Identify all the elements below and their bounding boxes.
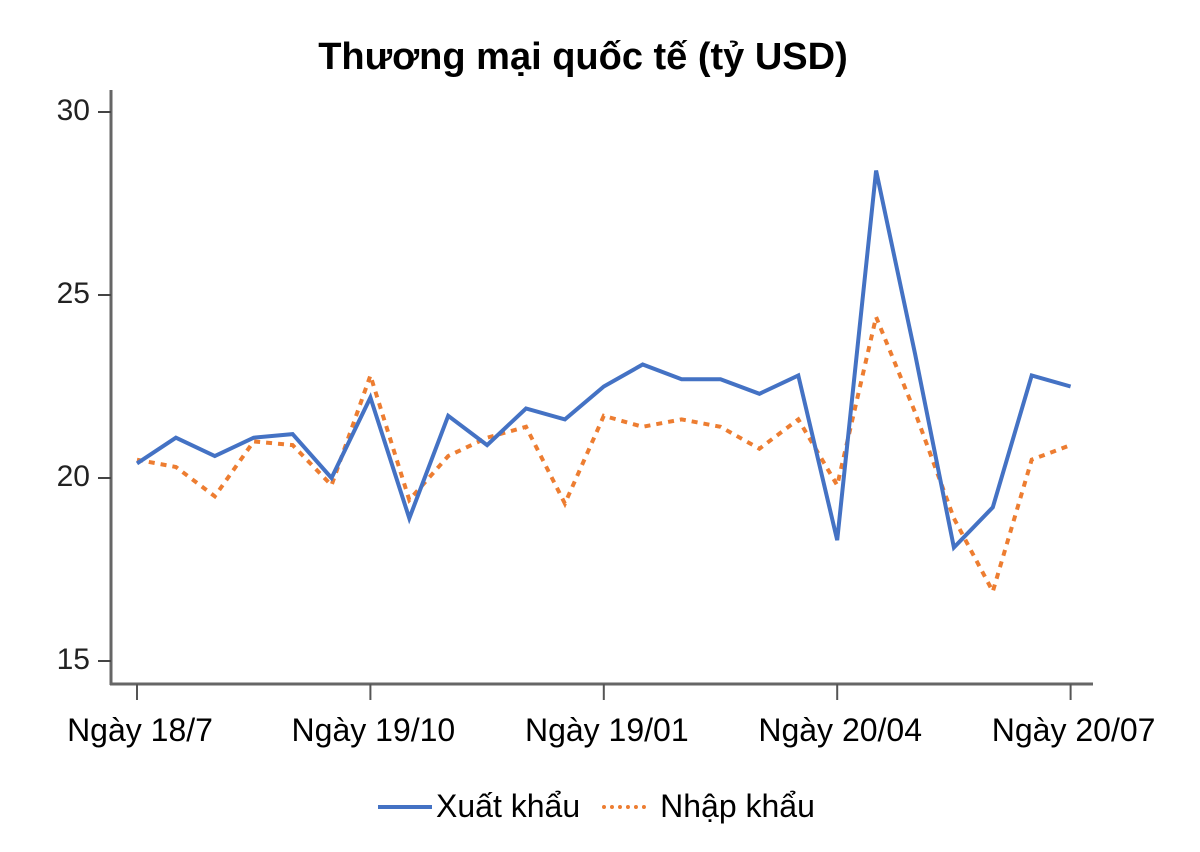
x-tick-label: Ngày 19/01 <box>524 712 689 748</box>
legend-item-xuat-khau: Xuất khẩu <box>378 788 580 825</box>
legend-item-nhap-khau: Nhập khẩu <box>602 788 815 825</box>
y-tick-label: 15 <box>56 643 90 676</box>
legend-label: Xuất khẩu <box>436 788 581 824</box>
axes <box>98 90 1093 700</box>
y-tick-label: 30 <box>56 94 90 127</box>
series-line-nhap-khau <box>136 310 1072 597</box>
legend: Xuất khẩu Nhập khẩu <box>378 788 837 825</box>
series-lines <box>135 170 1072 597</box>
legend-label: Nhập khẩu <box>660 788 815 824</box>
series-line-xuat-khau <box>135 170 1072 552</box>
x-tick-label: Ngày 20/04 <box>758 712 923 748</box>
y-tick-label: 20 <box>56 460 90 493</box>
x-tick-label: Ngày 18/7 <box>67 712 213 748</box>
dotted-line-icon <box>602 804 647 809</box>
y-tick-label: 25 <box>56 277 90 310</box>
x-tick-label: Ngày 20/07 <box>991 712 1156 748</box>
x-tick-label: Ngày 19/10 <box>291 712 456 748</box>
chart-title: Thương mại quốc tế (tỷ USD) <box>318 36 848 78</box>
solid-line-icon <box>378 804 432 809</box>
